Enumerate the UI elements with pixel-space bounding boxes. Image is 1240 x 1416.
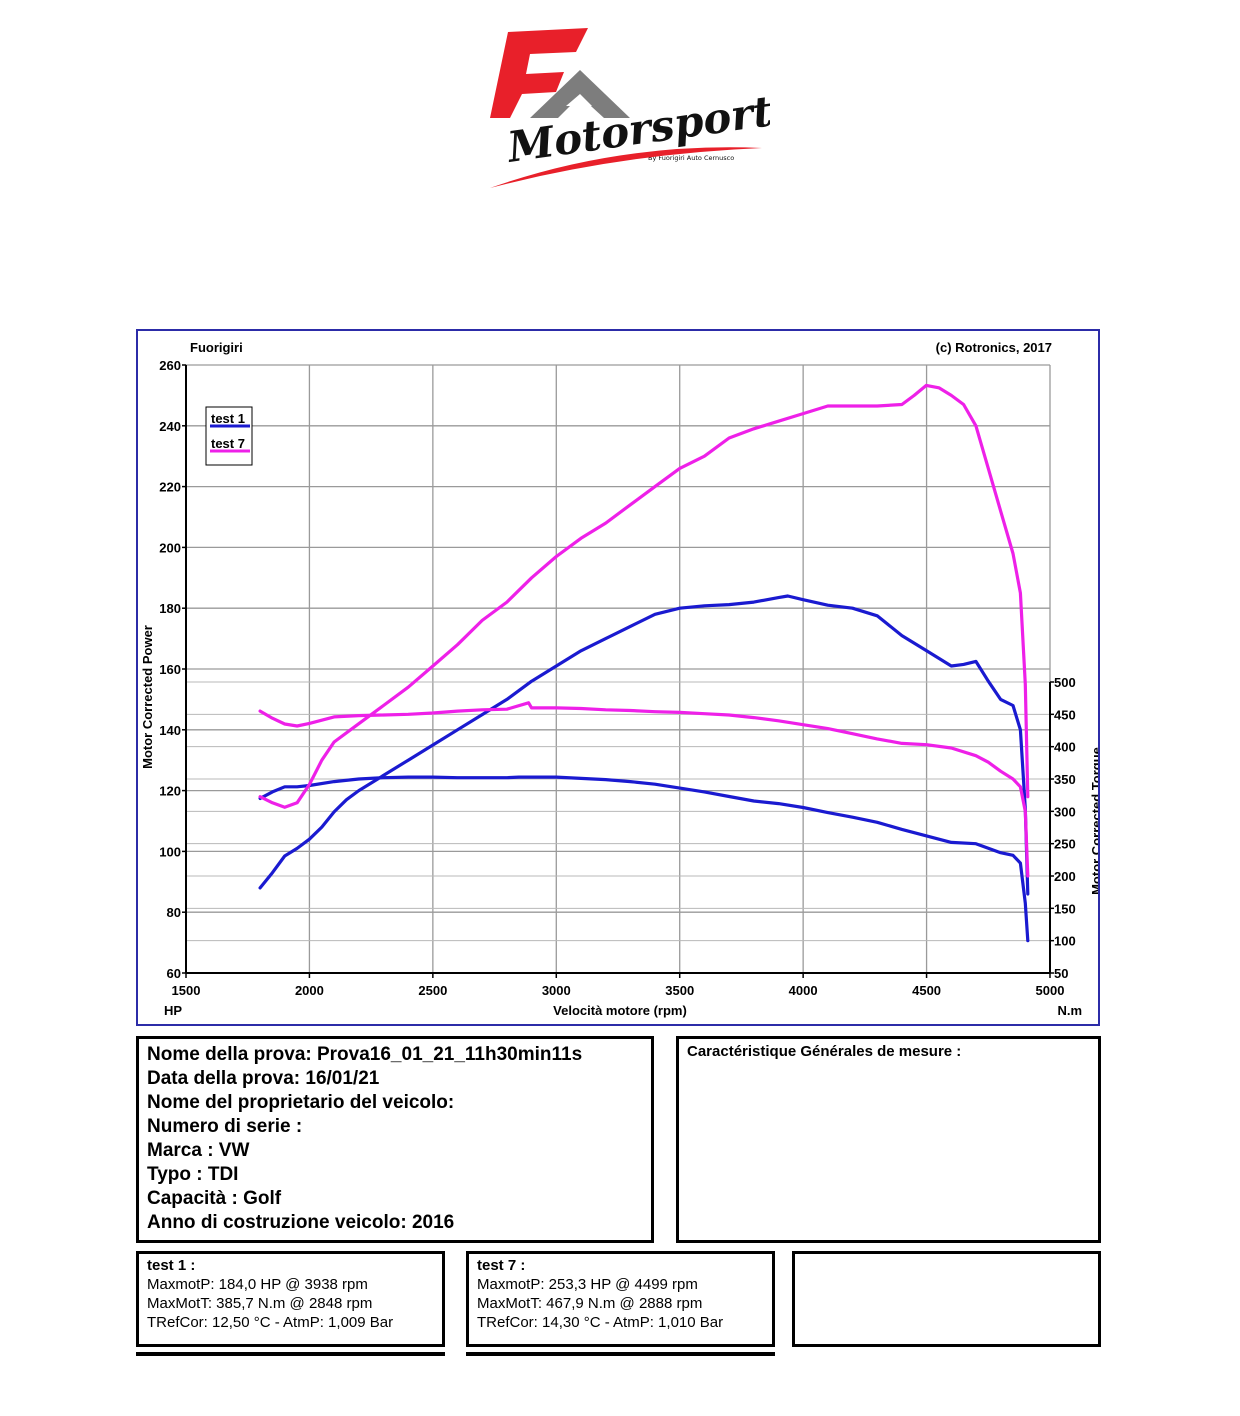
- logo-swoosh: [490, 147, 762, 188]
- test-name-line: Nome della prova: Prova16_01_21_11h30min…: [147, 1044, 583, 1065]
- y-tick-label-right: 400: [1054, 740, 1076, 755]
- y-tick-label-left: 80: [167, 905, 181, 920]
- power-line-test-7: [258, 383, 1030, 809]
- dyno-chart-svg: Fuorigiri (c) Rotronics, 2017 1500 2000 25…: [140, 340, 1098, 1018]
- legend-label-test-1: test 1: [211, 411, 245, 426]
- brand-line: Marca : VW: [147, 1140, 250, 1161]
- y-tick-label-left: 140: [159, 723, 181, 738]
- power-line-test-1: [258, 594, 1030, 896]
- result-box-empty: [792, 1251, 1101, 1347]
- y-tick-label-left: 120: [159, 784, 181, 799]
- legend: test 1 test 7: [205, 406, 253, 466]
- general-characteristics-title: Caractéristique Générales de mesure :: [687, 1043, 962, 1060]
- y-tick-label-left: 200: [159, 540, 181, 555]
- result-title: test 1 :: [147, 1257, 196, 1274]
- type-line: Typo : TDI: [147, 1164, 239, 1185]
- y-tick-label-left: 180: [159, 601, 181, 616]
- y-tick-label-left: 260: [159, 358, 181, 373]
- torque-line-test-7: [258, 701, 1030, 878]
- y-tick-label-right: 150: [1054, 901, 1076, 916]
- general-characteristics-box: Caractéristique Générales de mesure :: [676, 1036, 1101, 1243]
- series-lines: [258, 383, 1030, 943]
- fa-motorsport-logo: Motorsport By Fuorigiri Auto Cernusco: [490, 28, 770, 188]
- y-axis-label-right: Motor Corrected Torque: [1089, 747, 1098, 895]
- y-tick-label-left: 160: [159, 662, 181, 677]
- result-underline-test-1: [136, 1352, 445, 1356]
- torque-line-test-1: [258, 775, 1030, 943]
- y-tick-label-right: 450: [1054, 707, 1076, 722]
- x-tick-label: 5000: [1036, 983, 1065, 998]
- y-tick-label-right: 350: [1054, 772, 1076, 787]
- result-max-power: MaxmotP: 253,3 HP @ 4499 rpm: [477, 1276, 698, 1293]
- grid: [186, 364, 1051, 974]
- y-axis-label-left: Motor Corrected Power: [140, 625, 155, 769]
- test-info-box: Nome della prova: Prova16_01_21_11h30min…: [136, 1036, 654, 1243]
- dyno-chart: Fuorigiri (c) Rotronics, 2017 1500 2000 25…: [136, 329, 1100, 1026]
- result-underline-test-7: [466, 1352, 775, 1356]
- x-tick-label: 2000: [295, 983, 324, 998]
- legend-box: [205, 406, 253, 466]
- result-conditions: TRefCor: 12,50 °C - AtmP: 1,009 Bar: [147, 1314, 394, 1331]
- vehicle-owner-line: Nome del proprietario del veicolo:: [147, 1092, 455, 1113]
- result-box-test-7: test 7 : MaxmotP: 253,3 HP @ 4499 rpm Ma…: [466, 1251, 775, 1347]
- y-tick-label-right: 50: [1054, 966, 1068, 981]
- test-date-line: Data della prova: 16/01/21: [147, 1068, 380, 1089]
- x-tick-label: 3000: [542, 983, 571, 998]
- y-tick-label-right: 300: [1054, 804, 1076, 819]
- y-tick-label-right: 100: [1054, 934, 1076, 949]
- result-title: test 7 :: [477, 1257, 526, 1274]
- logo-f-shape: [490, 28, 588, 118]
- y-tick-label-right: 500: [1054, 675, 1076, 690]
- y-tick-label-left: 60: [167, 966, 181, 981]
- build-year-line: Anno di costruzione veicolo: 2016: [147, 1212, 455, 1233]
- y-tick-label-left: 100: [159, 844, 181, 859]
- logo-byline-text: By Fuorigiri Auto Cernusco: [648, 154, 734, 162]
- y-tick-label-right: 200: [1054, 869, 1076, 884]
- x-axis-label: Velocità motore (rpm): [553, 1003, 687, 1018]
- x-tick-label: 4500: [912, 983, 941, 998]
- result-max-power: MaxmotP: 184,0 HP @ 3938 rpm: [147, 1276, 368, 1293]
- y-tick-label-right: 250: [1054, 837, 1076, 852]
- legend-label-test-7: test 7: [211, 436, 245, 451]
- logo-a-inner: [566, 94, 592, 106]
- result-conditions: TRefCor: 14,30 °C - AtmP: 1,010 Bar: [477, 1314, 724, 1331]
- capacity-line: Capacità : Golf: [147, 1188, 282, 1209]
- unit-right: N.m: [1057, 1003, 1082, 1018]
- chart-header-right: (c) Rotronics, 2017: [936, 340, 1052, 355]
- result-max-torque: MaxMotT: 385,7 N.m @ 2848 rpm: [147, 1295, 373, 1312]
- unit-left: HP: [164, 1003, 182, 1018]
- x-tick-label: 4000: [789, 983, 818, 998]
- y-tick-label-left: 240: [159, 419, 181, 434]
- result-max-torque: MaxMotT: 467,9 N.m @ 2888 rpm: [477, 1295, 703, 1312]
- chart-header-left: Fuorigiri: [190, 340, 243, 355]
- x-tick-label: 2500: [418, 983, 447, 998]
- x-tick-label: 3500: [665, 983, 694, 998]
- serial-number-line: Numero di serie :: [147, 1116, 303, 1137]
- y-tick-label-left: 220: [159, 480, 181, 495]
- result-box-test-1: test 1 : MaxmotP: 184,0 HP @ 3938 rpm Ma…: [136, 1251, 445, 1347]
- axes: 1500 2000 2500 3000 3500 4000 4500 5000 60 80 100 1…: [159, 358, 1075, 998]
- x-tick-label: 1500: [172, 983, 201, 998]
